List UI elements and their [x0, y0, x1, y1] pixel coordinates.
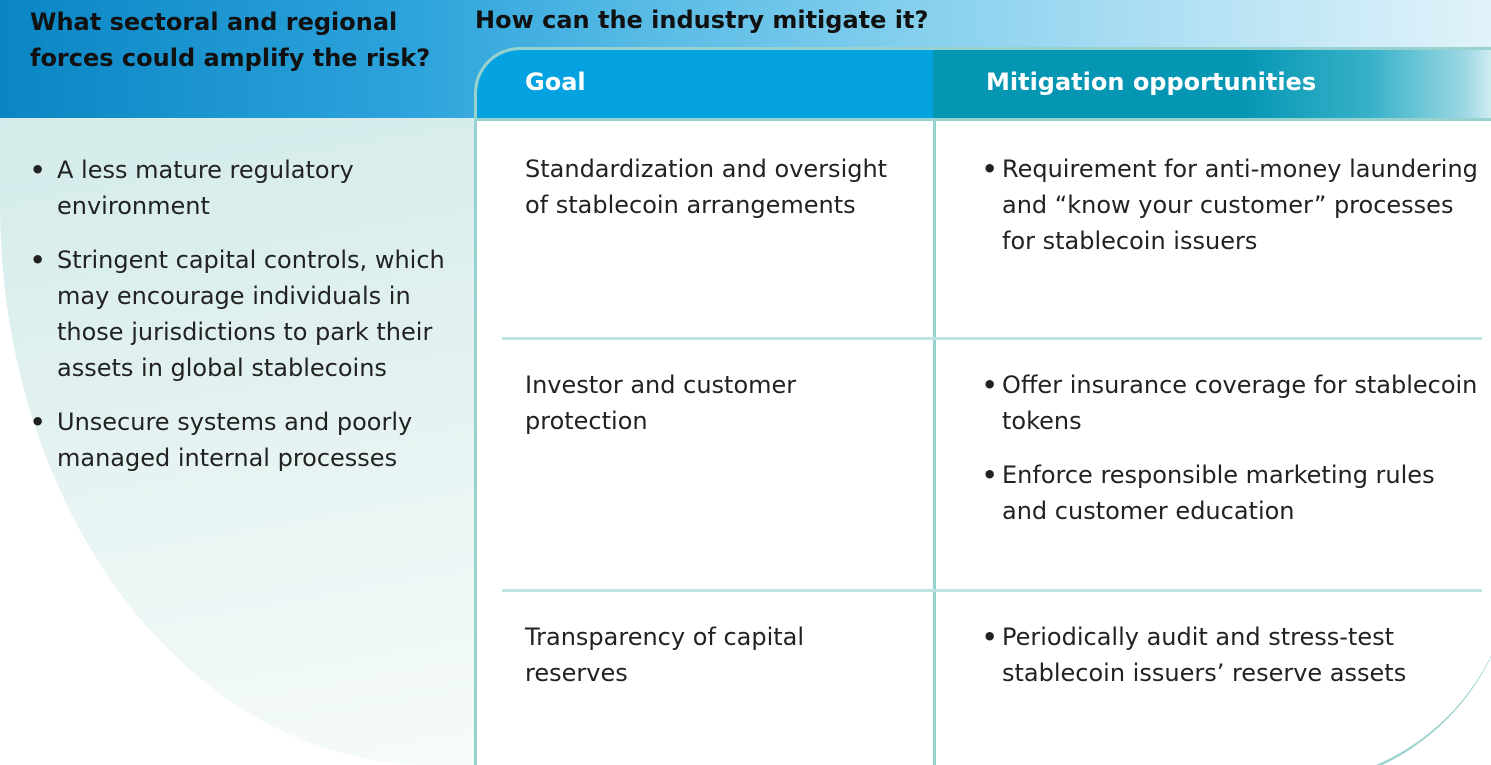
list-item: • A less mature regulatory environment	[30, 152, 450, 224]
bullet-icon: •	[30, 408, 46, 436]
bullet-icon: •	[30, 156, 46, 184]
row-divider	[502, 589, 1482, 592]
list-item-text: Requirement for anti-money laundering an…	[1002, 155, 1478, 255]
mitigation-cell: • Periodically audit and stress-test stab…	[982, 619, 1482, 709]
goal-cell: Standardization and oversight of stablec…	[525, 155, 888, 219]
list-item-text: Enforce responsible marketing rules and …	[1002, 461, 1435, 525]
table-header-row: Goal Mitigation opportunities	[477, 50, 1491, 118]
list-item: • Unsecure systems and poorly managed int…	[30, 404, 450, 476]
risk-factors-list: • A less mature regulatory environment • S…	[30, 152, 450, 494]
goal-column-header: Goal	[477, 50, 933, 118]
header-divider	[477, 118, 1491, 121]
goal-cell: Transparency of capital reserves	[525, 623, 805, 687]
list-item: • Periodically audit and stress-test stab…	[982, 619, 1482, 691]
list-item: • Requirement for anti-money laundering a…	[982, 151, 1482, 259]
mitigation-header-label: Mitigation opportunities	[986, 68, 1317, 96]
column-divider	[933, 118, 936, 765]
list-item: • Stringent capital controls, which may e…	[30, 242, 450, 386]
left-column-heading: What sectoral and regional forces could …	[30, 8, 431, 72]
goal-cell: Investor and customer protection	[525, 371, 797, 435]
bullet-icon: •	[982, 623, 998, 651]
list-item-text: Unsecure systems and poorly managed inte…	[57, 408, 413, 472]
bullet-icon: •	[982, 155, 998, 183]
list-item: • Enforce responsible marketing rules and…	[982, 457, 1482, 529]
row-divider	[502, 337, 1482, 340]
bullet-icon: •	[982, 461, 998, 489]
bullet-icon: •	[982, 371, 998, 399]
bullet-icon: •	[30, 246, 46, 274]
list-item-text: Stringent capital controls, which may en…	[57, 246, 445, 382]
list-item-text: Periodically audit and stress-test stabl…	[1002, 623, 1407, 687]
mitigation-column-header: Mitigation opportunities	[933, 50, 1491, 118]
list-item-text: Offer insurance coverage for stablecoin …	[1002, 371, 1478, 435]
mitigation-cell: • Offer insurance coverage for stablecoin…	[982, 367, 1482, 547]
list-item: • Offer insurance coverage for stablecoin…	[982, 367, 1482, 439]
mitigation-table: Goal Mitigation opportunities Standardiz…	[474, 47, 1491, 765]
right-column-heading: How can the industry mitigate it?	[475, 6, 929, 34]
goal-header-label: Goal	[525, 68, 586, 96]
list-item-text: A less mature regulatory environment	[57, 156, 354, 220]
mitigation-cell: • Requirement for anti-money laundering a…	[982, 151, 1482, 277]
